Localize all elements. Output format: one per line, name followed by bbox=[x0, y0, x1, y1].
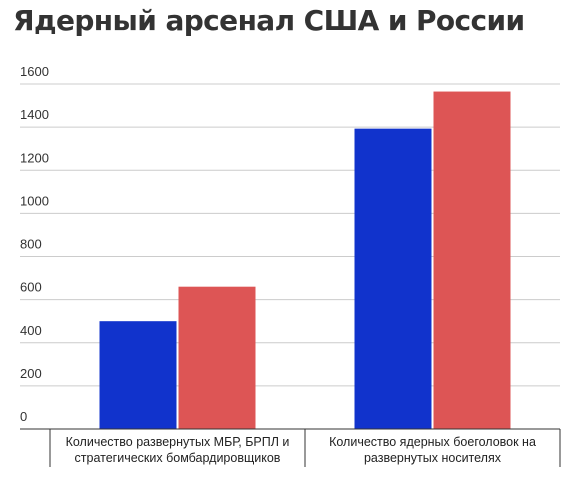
y-tick-label: 1200 bbox=[20, 150, 49, 165]
bar bbox=[99, 321, 177, 429]
bar bbox=[178, 286, 256, 429]
y-tick-label: 1400 bbox=[20, 107, 49, 122]
axis-labels: 0 200 400 600 800 1000 1200 1400 1600 Количество … bbox=[20, 64, 536, 465]
y-tick-label: 400 bbox=[20, 323, 42, 338]
bar bbox=[433, 91, 511, 429]
y-tick-label: 0 bbox=[20, 409, 27, 424]
y-tick-label: 1000 bbox=[20, 193, 49, 208]
bars bbox=[99, 91, 511, 429]
category-label: Количество развернутых МБР, БРПЛ и страте… bbox=[66, 435, 290, 465]
y-tick-label: 1600 bbox=[20, 64, 49, 79]
y-tick-label: 200 bbox=[20, 366, 42, 381]
category-label-line: стратегических бомбардировщиков bbox=[75, 451, 281, 465]
axes bbox=[20, 428, 561, 467]
y-tick-label: 600 bbox=[20, 280, 42, 295]
category-label-line: Количество ядерных боеголовок на bbox=[329, 435, 536, 449]
bar bbox=[354, 128, 432, 429]
chart-title: Ядерный арсенал США и России bbox=[13, 4, 525, 37]
category-label: Количество ядерных боеголовок на разверну… bbox=[329, 435, 536, 465]
y-tick-label: 800 bbox=[20, 237, 42, 252]
category-label-line: Количество развернутых МБР, БРПЛ и bbox=[66, 435, 290, 449]
category-label-line: развернутых носителях bbox=[364, 451, 502, 465]
